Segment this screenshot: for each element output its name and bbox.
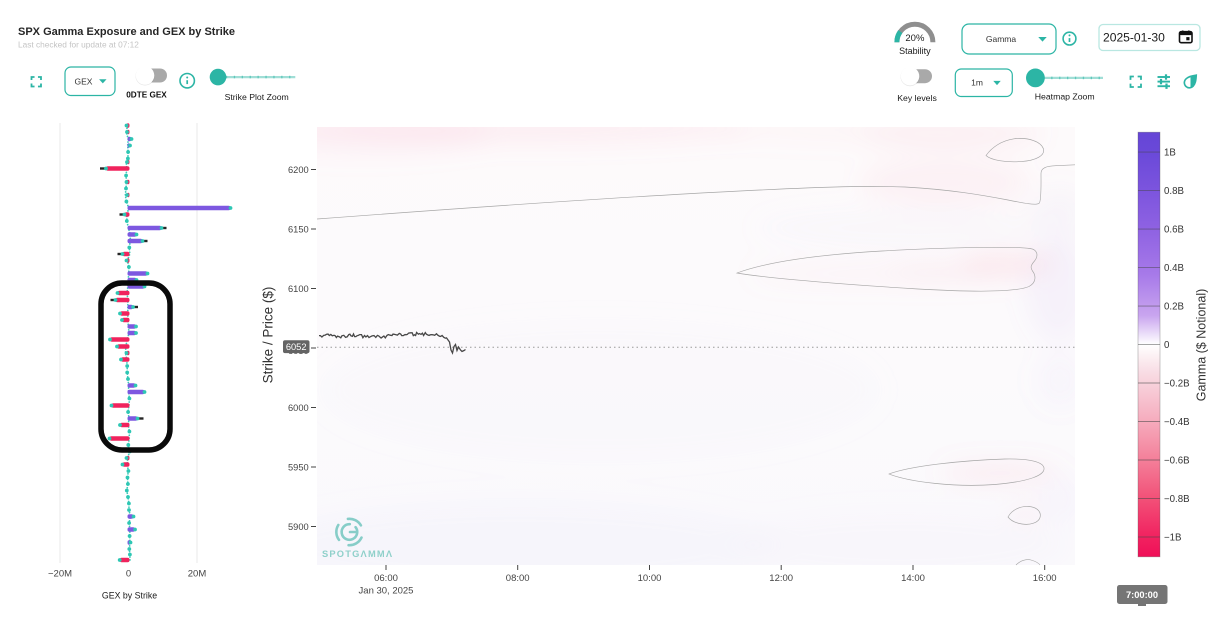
svg-text:GEX: GEX bbox=[75, 77, 93, 87]
svg-text:5950: 5950 bbox=[288, 462, 309, 472]
svg-text:1m: 1m bbox=[971, 78, 983, 88]
svg-text:Gamma: Gamma bbox=[986, 34, 1017, 44]
svg-text:SPOTGΛMMΛ: SPOTGΛMMΛ bbox=[322, 549, 393, 559]
svg-text:Strike Plot Zoom: Strike Plot Zoom bbox=[225, 92, 289, 102]
svg-text:6100: 6100 bbox=[288, 284, 309, 294]
svg-text:16:00: 16:00 bbox=[1033, 573, 1057, 584]
svg-text:6000: 6000 bbox=[288, 403, 309, 413]
svg-text:SPX Gamma Exposure and GEX by: SPX Gamma Exposure and GEX by Strike bbox=[18, 26, 235, 38]
svg-text:Last checked for update at 07:: Last checked for update at 07:12 bbox=[18, 40, 139, 50]
svg-text:Key levels: Key levels bbox=[897, 93, 937, 103]
svg-text:12:00: 12:00 bbox=[769, 573, 793, 584]
svg-text:06:00: 06:00 bbox=[374, 573, 398, 584]
svg-text:08:00: 08:00 bbox=[506, 573, 530, 584]
svg-text:20%: 20% bbox=[905, 33, 925, 44]
svg-text:0.4B: 0.4B bbox=[1164, 263, 1184, 274]
svg-text:0DTE GEX: 0DTE GEX bbox=[126, 91, 167, 100]
svg-text:−0.2B: −0.2B bbox=[1164, 378, 1190, 389]
svg-text:5900: 5900 bbox=[288, 522, 309, 532]
svg-text:−0.6B: −0.6B bbox=[1164, 455, 1190, 466]
svg-text:14:00: 14:00 bbox=[901, 573, 925, 584]
svg-text:7:00:00: 7:00:00 bbox=[1126, 590, 1158, 600]
svg-text:−0.8B: −0.8B bbox=[1164, 494, 1190, 505]
svg-text:6200: 6200 bbox=[288, 165, 309, 175]
svg-text:6150: 6150 bbox=[288, 224, 309, 234]
svg-text:Gamma ($ Notional): Gamma ($ Notional) bbox=[1195, 289, 1209, 402]
svg-text:0: 0 bbox=[1164, 340, 1170, 351]
svg-text:GEX by Strike: GEX by Strike bbox=[102, 591, 157, 601]
svg-text:Strike / Price ($): Strike / Price ($) bbox=[261, 287, 276, 384]
svg-text:Stability: Stability bbox=[899, 46, 931, 56]
svg-text:Heatmap Zoom: Heatmap Zoom bbox=[1035, 92, 1095, 102]
svg-text:2025-01-30: 2025-01-30 bbox=[1103, 31, 1165, 45]
svg-text:−20M: −20M bbox=[48, 569, 72, 580]
svg-text:6052: 6052 bbox=[286, 342, 307, 352]
svg-text:0.6B: 0.6B bbox=[1164, 225, 1184, 236]
svg-text:0: 0 bbox=[126, 569, 131, 580]
svg-text:−1B: −1B bbox=[1164, 532, 1182, 543]
svg-text:0.8B: 0.8B bbox=[1164, 186, 1184, 197]
svg-text:10:00: 10:00 bbox=[638, 573, 662, 584]
svg-text:1B: 1B bbox=[1164, 148, 1176, 159]
svg-text:Jan 30, 2025: Jan 30, 2025 bbox=[359, 586, 414, 597]
svg-text:0.2B: 0.2B bbox=[1164, 302, 1184, 313]
svg-text:−0.4B: −0.4B bbox=[1164, 417, 1190, 428]
svg-text:20M: 20M bbox=[188, 569, 207, 580]
